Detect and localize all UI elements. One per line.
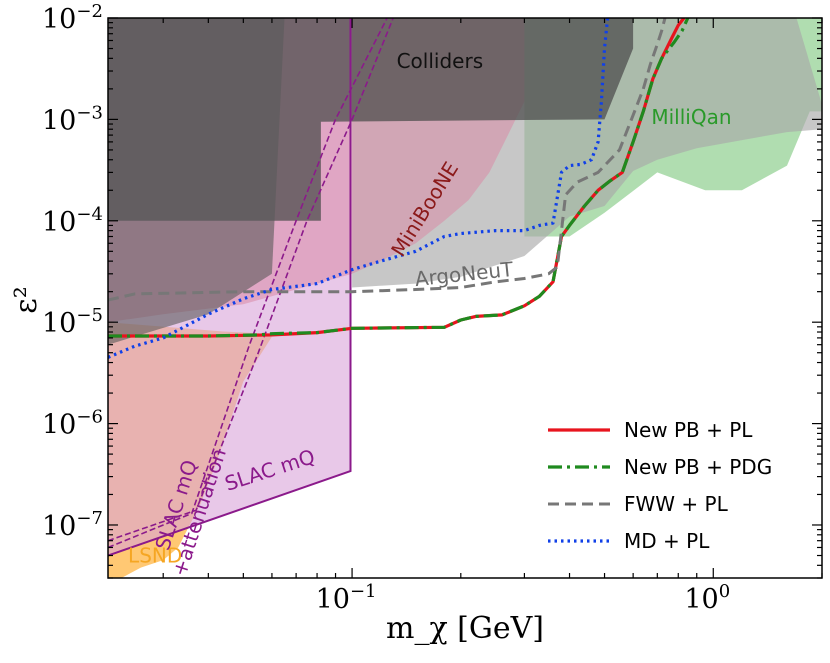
- legend-label-new-pb-pdg: New PB + PDG: [624, 455, 772, 479]
- y-tick-label: 10−2: [42, 1, 103, 35]
- series-fww-pl: [108, 18, 667, 302]
- legend: New PB + PL New PB + PDG FWW + PL MD + PL: [548, 418, 772, 553]
- axis-ticks: 10−1 100 10−7 10−6 10−5 10−4 10−3 10−2: [42, 1, 823, 615]
- legend-label-fww-pl: FWW + PL: [624, 492, 729, 516]
- y-tick-label: 10−3: [42, 102, 103, 136]
- y-axis-label: ε²: [9, 286, 44, 314]
- label-colliders-region: Colliders: [397, 49, 484, 73]
- exclusion-regions: [108, 18, 822, 578]
- series-new-pb-pdg: [108, 18, 690, 338]
- slacmq-boundary: [108, 18, 352, 557]
- legend-label-md-pl: MD + PL: [624, 529, 710, 553]
- y-tick-label: 10−4: [42, 204, 103, 238]
- y-tick-label: 10−6: [42, 407, 103, 441]
- plot-frame: [107, 17, 823, 579]
- limit-curves: [108, 18, 690, 359]
- legend-label-new-pb-pl: New PB + PL: [624, 418, 753, 442]
- slacmq-attenuation-boundary-1: [108, 18, 388, 549]
- darkgray-region: [108, 18, 285, 345]
- x-tick-label: 100: [684, 581, 730, 615]
- y-tick-label: 10−7: [42, 508, 103, 542]
- label-lsnd-region: LSND: [128, 544, 182, 568]
- label-milliqan-region: MilliQan: [651, 105, 731, 129]
- y-tick-label: 10−5: [42, 305, 103, 339]
- x-tick-label: 10−1: [316, 581, 377, 615]
- slacmq-attenuation-boundary-2: [108, 18, 394, 542]
- x-axis-label: m_χ [GeV]: [386, 611, 544, 646]
